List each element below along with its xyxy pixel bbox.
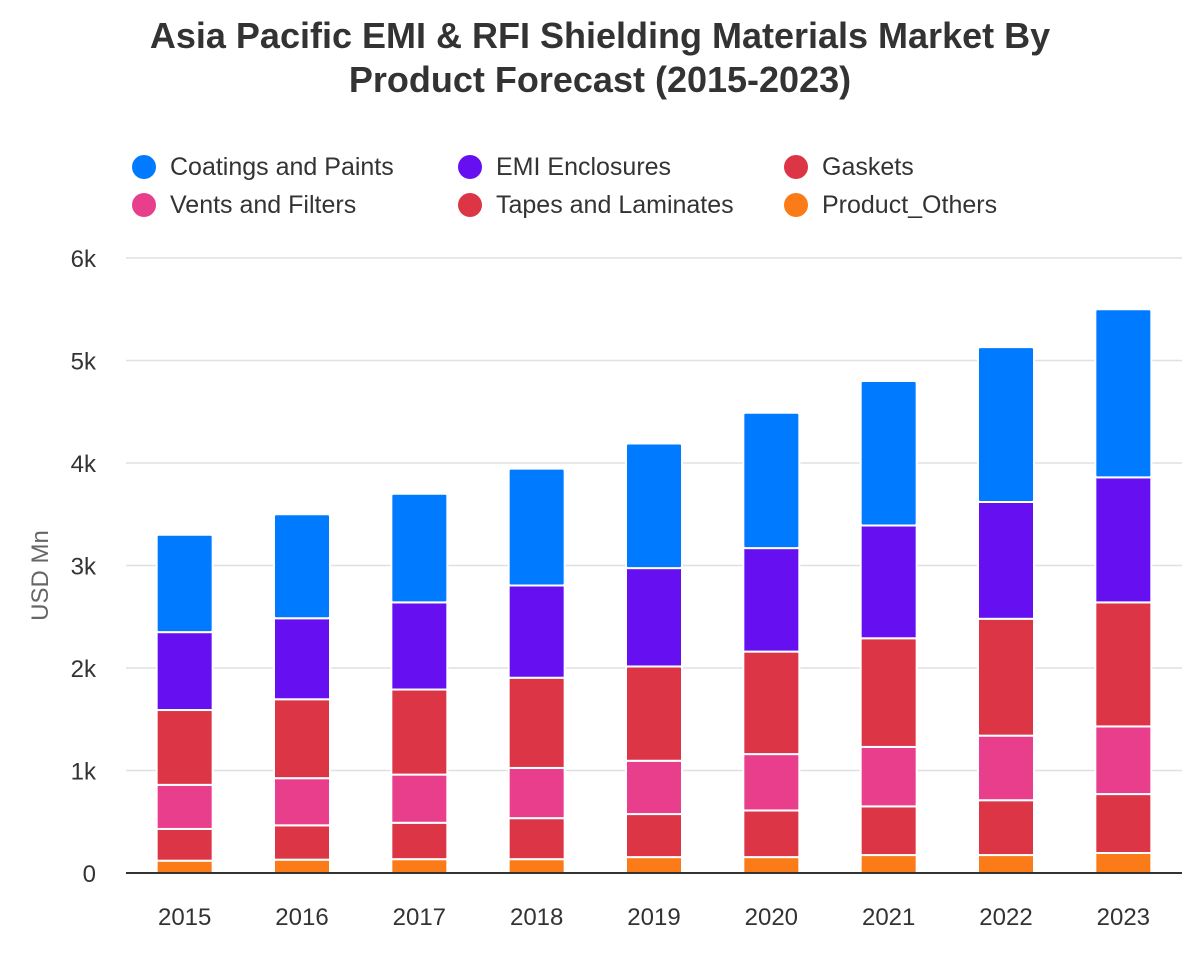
bar-product-others-2021[interactable] [859,854,918,874]
bar-emi-enclosures-2019[interactable] [625,567,683,668]
bar-tapes-and-laminates-2015[interactable] [155,827,214,862]
legend-item-gaskets[interactable]: Gaskets [784,148,914,186]
x-tick-label-2015: 2015 [158,904,211,931]
legend-label-product-others: Product_Others [822,190,998,219]
bar-product-others-2017[interactable] [390,858,449,874]
bar-vents-and-filters-2023[interactable] [1094,725,1153,796]
x-tick-label-2016: 2016 [275,904,328,931]
legend-swatch-emi-enclosures [458,155,482,179]
bar-gaskets-2019[interactable] [625,665,683,762]
bar-gaskets-2021[interactable] [859,637,918,748]
y-tick-label: 1k [71,759,97,786]
bar-product-others-2022[interactable] [977,854,1035,874]
bar-vents-and-filters-2015[interactable] [155,783,214,830]
bar-gaskets-2015[interactable] [155,709,214,786]
bar-product-others-2020[interactable] [742,856,801,874]
bar-coatings-and-paints-2016[interactable] [273,513,331,620]
y-tick-label: 4k [71,451,97,478]
legend-swatch-tapes-and-laminates [458,193,482,217]
bar-tapes-and-laminates-2017[interactable] [390,821,449,861]
x-axis-ticks: 2015 2016 2017 2018 2019 2020 2021 2022 2023 [158,904,1150,931]
y-axis-label: USD Mn [27,530,54,621]
y-tick-label: 6k [71,246,97,273]
y-axis-ticks: 0 1k 2k 3k 4k 5k 6k [71,246,97,888]
bar-emi-enclosures-2015[interactable] [155,631,214,712]
legend-label-gaskets: Gaskets [822,152,914,181]
y-tick-label: 3k [71,554,97,581]
bar-coatings-and-paints-2018[interactable] [507,467,566,587]
bar-emi-enclosures-2021[interactable] [859,524,918,640]
x-tick-label-2021: 2021 [862,904,915,931]
legend-label-vents-and-filters: Vents and Filters [170,190,357,219]
bar-product-others-2015[interactable] [155,859,214,875]
bar-vents-and-filters-2019[interactable] [625,759,683,816]
legend-label-coatings-and-paints: Coatings and Paints [170,152,394,181]
legend-item-product-others[interactable]: Product_Others [784,186,997,224]
legend-swatch-coatings-and-paints [132,155,156,179]
bar-gaskets-2016[interactable] [273,698,331,780]
bar-tapes-and-laminates-2020[interactable] [742,809,801,859]
chart-title: Asia Pacific EMI & RFI Shielding Materia… [0,14,1200,102]
bar-tapes-and-laminates-2023[interactable] [1094,793,1153,855]
bar-emi-enclosures-2017[interactable] [390,601,449,691]
y-tick-label: 5k [71,349,97,376]
bar-vents-and-filters-2018[interactable] [507,766,566,820]
y-tick-label: 2k [71,656,97,683]
x-tick-label-2022: 2022 [979,904,1032,931]
bar-product-others-2018[interactable] [507,858,566,874]
bar-coatings-and-paints-2015[interactable] [155,533,214,634]
bar-emi-enclosures-2016[interactable] [273,617,331,701]
bar-tapes-and-laminates-2019[interactable] [625,813,683,859]
x-tick-label-2018: 2018 [510,904,563,931]
bar-vents-and-filters-2022[interactable] [977,734,1035,802]
legend-swatch-gaskets [784,155,808,179]
chart-title-line-2: Product Forecast (2015-2023) [348,59,852,100]
x-tick-label-2019: 2019 [627,904,680,931]
legend-swatch-product-others [784,193,808,217]
bar-gaskets-2017[interactable] [390,688,449,776]
bar-tapes-and-laminates-2022[interactable] [977,799,1035,857]
legend-item-vents-and-filters[interactable]: Vents and Filters [132,186,356,224]
bar-vents-and-filters-2016[interactable] [273,777,331,827]
bar-product-others-2016[interactable] [273,858,331,874]
bar-gaskets-2018[interactable] [507,676,566,769]
chart-title-line-1: Asia Pacific EMI & RFI Shielding Materia… [149,15,1051,56]
bar-vents-and-filters-2021[interactable] [859,745,918,808]
legend-item-coatings-and-paints[interactable]: Coatings and Paints [132,148,394,186]
bar-vents-and-filters-2017[interactable] [390,773,449,824]
bar-tapes-and-laminates-2021[interactable] [859,805,918,857]
bar-emi-enclosures-2022[interactable] [977,500,1035,620]
bar-coatings-and-paints-2022[interactable] [977,346,1035,503]
bars [155,308,1153,875]
legend-swatch-vents-and-filters [132,193,156,217]
x-tick-label-2017: 2017 [393,904,446,931]
bar-coatings-and-paints-2017[interactable] [390,492,449,604]
x-tick-label-2020: 2020 [745,904,798,931]
bar-tapes-and-laminates-2018[interactable] [507,817,566,861]
bar-product-others-2023[interactable] [1094,852,1153,875]
legend-label-tapes-and-laminates: Tapes and Laminates [496,190,734,219]
bar-emi-enclosures-2023[interactable] [1094,476,1153,604]
y-tick-label: 0 [83,861,96,888]
legend-label-emi-enclosures: EMI Enclosures [496,152,672,181]
bar-gaskets-2022[interactable] [977,617,1035,737]
legend-item-emi-enclosures[interactable]: EMI Enclosures [458,148,671,186]
bar-coatings-and-paints-2021[interactable] [859,380,918,527]
bar-product-others-2019[interactable] [625,856,683,874]
x-tick-label-2023: 2023 [1097,904,1150,931]
legend-item-tapes-and-laminates[interactable]: Tapes and Laminates [458,186,734,224]
bar-gaskets-2023[interactable] [1094,601,1153,728]
bar-coatings-and-paints-2020[interactable] [742,411,801,550]
bar-coatings-and-paints-2023[interactable] [1094,308,1153,479]
bar-gaskets-2020[interactable] [742,650,801,756]
bar-tapes-and-laminates-2016[interactable] [273,824,331,861]
bar-coatings-and-paints-2019[interactable] [625,442,683,570]
bar-emi-enclosures-2020[interactable] [742,547,801,653]
bar-emi-enclosures-2018[interactable] [507,584,566,679]
bar-vents-and-filters-2020[interactable] [742,753,801,812]
